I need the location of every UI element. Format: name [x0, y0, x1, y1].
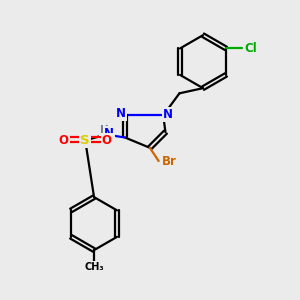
- Text: CH₃: CH₃: [84, 262, 104, 272]
- Text: N: N: [104, 127, 114, 140]
- Text: Br: Br: [161, 154, 176, 167]
- Text: H: H: [100, 125, 109, 135]
- Text: N: N: [163, 108, 173, 121]
- Text: Cl: Cl: [244, 42, 257, 55]
- Text: N: N: [116, 107, 126, 120]
- Text: O: O: [102, 134, 112, 147]
- Text: O: O: [59, 134, 69, 147]
- Text: S: S: [80, 134, 90, 147]
